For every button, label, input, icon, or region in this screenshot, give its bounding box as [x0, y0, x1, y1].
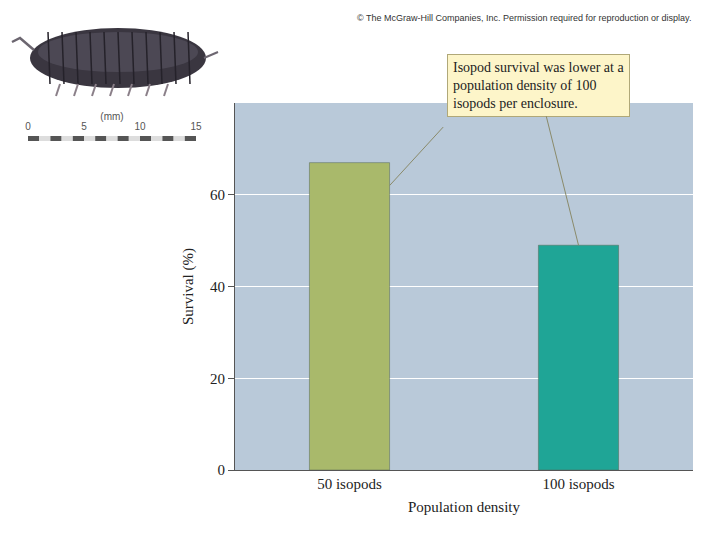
svg-text:Survival (%): Survival (%): [180, 248, 197, 325]
svg-text:20: 20: [210, 371, 225, 387]
svg-text:10: 10: [134, 121, 146, 132]
svg-text:0: 0: [218, 462, 226, 478]
svg-text:60: 60: [210, 187, 225, 203]
svg-text:50 isopods: 50 isopods: [317, 476, 382, 492]
svg-text:0: 0: [25, 121, 31, 132]
svg-text:Population density: Population density: [408, 499, 521, 515]
svg-text:Isopod survival was lower at a: Isopod survival was lower at apopulation…: [453, 60, 624, 111]
svg-text:15: 15: [190, 121, 202, 132]
svg-text:(mm): (mm): [100, 111, 123, 122]
svg-text:100 isopods: 100 isopods: [542, 476, 614, 492]
svg-text:40: 40: [210, 279, 225, 295]
svg-text:5: 5: [81, 121, 87, 132]
svg-text:© The McGraw-Hill Companies, I: © The McGraw-Hill Companies, Inc. Permis…: [357, 13, 691, 23]
